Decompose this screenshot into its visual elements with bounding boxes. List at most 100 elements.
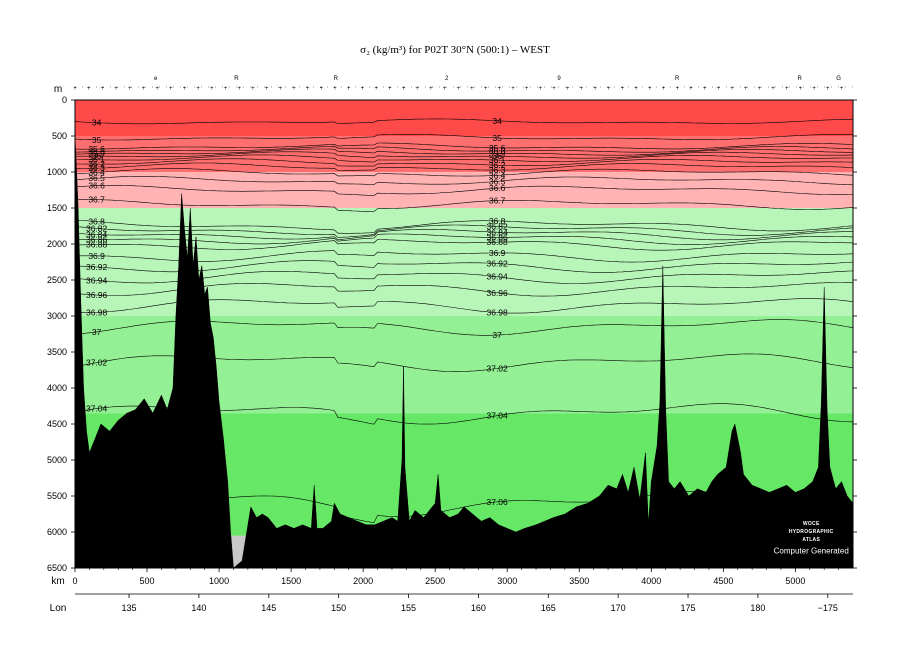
station-cross: + <box>73 86 77 92</box>
isopycnal-line-35.6 <box>75 142 853 150</box>
isopycnal-label-35.6: 35.6 <box>489 143 506 153</box>
isopycnal-line-36.5 <box>75 176 853 186</box>
isopycnal-label-35: 35 <box>92 135 102 145</box>
station-cross: + <box>347 86 351 92</box>
isopycnal-label-36.9: 36.9 <box>489 248 506 258</box>
y-tick-label-0: 0 <box>62 95 67 105</box>
lon-axis-label: Lon <box>50 603 67 614</box>
station-cross: + <box>785 86 789 92</box>
station-cross: + <box>703 86 707 92</box>
isopycnal-line-35.8 <box>75 145 853 153</box>
isopycnal-label-36: 36 <box>92 151 102 161</box>
x-tick-label-4000: 4000 <box>641 576 661 586</box>
isopycnal-label-36.84: 36.84 <box>486 227 508 237</box>
y-axis-label: m <box>54 84 62 95</box>
isopycnal-line-35 <box>75 134 853 141</box>
lon-tick-label-180: 180 <box>750 603 765 613</box>
isopycnal-label-36.98: 36.98 <box>86 307 108 317</box>
station-markers: + + + + + + + + + + + + + + + + + + + + + + + + + + + + + + + + + + + + + + + +… <box>73 76 853 92</box>
station-label-5: R <box>675 76 680 82</box>
station-cross: + <box>607 86 611 92</box>
lon-tick-label-140: 140 <box>191 603 206 613</box>
lon-tick-label-135: 135 <box>122 603 137 613</box>
y-tick-label-4500: 4500 <box>47 419 67 429</box>
y-tick-label-1500: 1500 <box>47 203 67 213</box>
isopycnal-label-36: 36 <box>492 151 502 161</box>
isopycnal-label-36.5: 36.5 <box>489 176 506 186</box>
station-cross: + <box>511 86 515 92</box>
isopycnal-line-36.4 <box>75 168 853 177</box>
station-cross: + <box>333 86 337 92</box>
y-tick-label-2500: 2500 <box>47 275 67 285</box>
x-tick-label-4500: 4500 <box>713 576 733 586</box>
station-cross: + <box>552 86 556 92</box>
station-label-0: e <box>154 76 158 82</box>
station-cross: + <box>210 86 214 92</box>
isopycnal-line-36.96 <box>75 282 853 297</box>
isopycnal-line-36.86 <box>75 233 853 246</box>
station-cross: + <box>265 86 269 92</box>
station-cross: + <box>429 86 433 92</box>
station-cross: + <box>155 86 159 92</box>
isopycnal-label-36.8: 36.8 <box>489 216 506 226</box>
isopycnal-label-36.82: 36.82 <box>486 221 508 231</box>
lon-tick-label-145: 145 <box>261 603 276 613</box>
station-cross: + <box>593 86 597 92</box>
isopycnal-label-35.6: 35.6 <box>88 144 105 154</box>
isopycnal-label-36.3: 36.3 <box>88 163 105 173</box>
x-tick-label-3000: 3000 <box>497 576 517 586</box>
isopycnal-label-35.8: 35.8 <box>88 147 105 157</box>
isopycnal-label-36.94: 36.94 <box>486 272 508 282</box>
station-cross: + <box>224 86 228 92</box>
y-tick-label-5500: 5500 <box>47 491 67 501</box>
isopycnal-label-36.3: 36.3 <box>489 165 506 175</box>
isopycnal-label-36.92: 36.92 <box>86 262 108 272</box>
isopycnal-label-36.9: 36.9 <box>88 251 105 261</box>
isopycnal-label-35.8: 35.8 <box>489 146 506 156</box>
woce-atlas-logo: WOCE HYDROGRAPHIC ATLAS Computer Generated <box>774 521 849 556</box>
station-cross: + <box>744 86 748 92</box>
station-cross: + <box>142 86 146 92</box>
station-cross: + <box>320 86 324 92</box>
station-cross: + <box>87 86 91 92</box>
station-label-6: R <box>798 76 803 82</box>
isopycnal-label-36.6: 36.6 <box>88 181 105 191</box>
lon-tick-label-−175: −175 <box>818 603 838 613</box>
y-tick-label-5000: 5000 <box>47 455 67 465</box>
x-tick-label-2000: 2000 <box>353 576 373 586</box>
station-cross: + <box>621 86 625 92</box>
y-tick-label-3500: 3500 <box>47 347 67 357</box>
station-cross: + <box>251 86 255 92</box>
bathymetry-fill <box>75 135 853 568</box>
seafloor-bathymetry <box>75 135 853 568</box>
logo-line-0: WOCE <box>803 521 820 527</box>
isopycnal-label-36.96: 36.96 <box>86 290 108 300</box>
isopycnal-label-34: 34 <box>92 118 102 128</box>
lon-tick-label-155: 155 <box>401 603 416 613</box>
station-cross: + <box>128 86 132 92</box>
station-cross: + <box>114 86 118 92</box>
isopycnal-label-36.4: 36.4 <box>489 170 506 180</box>
station-label-1: R <box>234 76 239 82</box>
station-cross: + <box>183 86 187 92</box>
isopycnal-label-36.2: 36.2 <box>489 160 506 170</box>
chart-title: σ₂ (kg/m³) for P02T 30°N (500:1) – WEST <box>360 44 550 56</box>
isopycnal-line-36.94 <box>75 270 853 284</box>
isopycnal-label-36.7: 36.7 <box>88 195 105 205</box>
station-cross: + <box>539 86 543 92</box>
station-cross: + <box>415 86 419 92</box>
isopycnal-label-37.02: 37.02 <box>486 363 508 373</box>
isopycnal-line-36.9 <box>75 250 853 263</box>
isopycnal-label-36.1: 36.1 <box>489 155 506 165</box>
isopycnal-label-35.9: 35.9 <box>489 148 506 158</box>
station-cross: + <box>237 86 241 92</box>
lon-tick-label-150: 150 <box>331 603 346 613</box>
logo-line-2: ATLAS <box>802 537 820 543</box>
isopycnal-label-36.98: 36.98 <box>486 308 508 318</box>
y-tick-label-1000: 1000 <box>47 167 67 177</box>
station-cross: + <box>566 86 570 92</box>
y-tick-label-6500: 6500 <box>47 563 67 573</box>
station-cross: + <box>730 86 734 92</box>
